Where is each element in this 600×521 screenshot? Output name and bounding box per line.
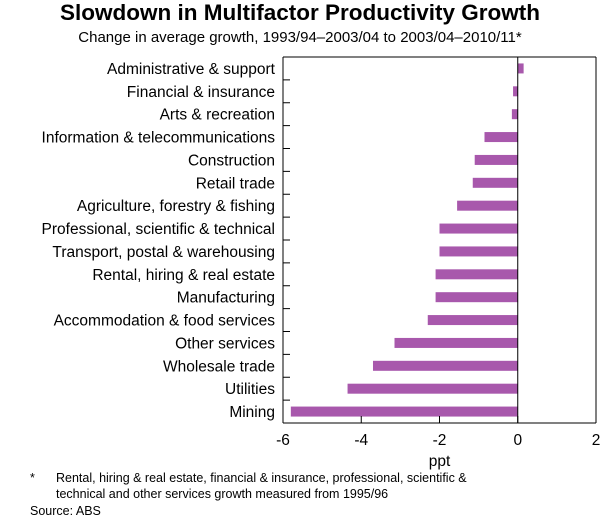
category-label: Rental, hiring & real estate <box>92 267 275 284</box>
x-tick-label: 2 <box>592 432 600 449</box>
category-label: Arts & recreation <box>160 107 275 124</box>
chart-subtitle: Change in average growth, 1993/94–2003/0… <box>78 29 522 46</box>
bar <box>435 269 518 280</box>
bar <box>517 63 524 74</box>
category-label: Wholesale trade <box>163 358 275 375</box>
bar <box>474 154 518 165</box>
bar <box>439 246 518 257</box>
x-tick-label: -6 <box>276 432 290 449</box>
chart-title: Slowdown in Multifactor Productivity Gro… <box>60 0 540 25</box>
x-tick-label: 0 <box>513 432 522 449</box>
bar <box>472 177 518 188</box>
category-label: Accommodation & food services <box>54 313 276 330</box>
footnote-marker: * <box>30 471 35 485</box>
bar <box>484 132 518 143</box>
x-axis-title: ppt <box>429 453 451 470</box>
category-label: Other services <box>175 335 275 352</box>
x-tick-label: -4 <box>354 432 368 449</box>
category-label: Agriculture, forestry & fishing <box>77 198 275 215</box>
category-label: Administrative & support <box>107 61 276 78</box>
bar <box>372 360 518 371</box>
source-note: Source: ABS <box>30 504 101 518</box>
footnote-line-1: Rental, hiring & real estate, financial … <box>56 471 467 485</box>
bar <box>513 86 518 97</box>
bar <box>439 223 518 234</box>
category-label: Retail trade <box>196 175 275 192</box>
x-tick-label: -2 <box>433 432 447 449</box>
footnote-line-2: technical and other services growth meas… <box>56 487 389 501</box>
category-label: Construction <box>188 152 275 169</box>
category-label: Mining <box>229 404 275 421</box>
bar <box>290 406 518 417</box>
category-label: Professional, scientific & technical <box>42 221 275 238</box>
category-label: Information & telecommunications <box>42 130 276 147</box>
bar <box>347 383 518 394</box>
category-label: Transport, postal & warehousing <box>52 244 275 261</box>
category-label: Utilities <box>225 381 275 398</box>
bar <box>394 337 518 348</box>
bar <box>511 109 518 120</box>
bar <box>435 292 518 303</box>
bar-chart: -6 -4 -2 0 2 ppt Administrative & support Finan… <box>42 56 600 470</box>
category-label: Financial & insurance <box>127 84 275 101</box>
footnote: * Rental, hiring & real estate, financia… <box>0 470 600 502</box>
bar <box>427 315 518 326</box>
bar <box>457 200 518 211</box>
category-label: Manufacturing <box>177 290 275 307</box>
